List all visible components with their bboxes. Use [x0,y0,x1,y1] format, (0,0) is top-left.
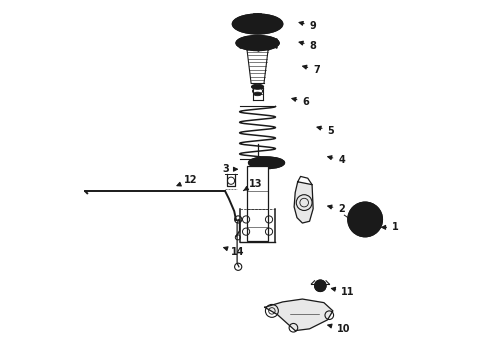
Polygon shape [265,299,333,330]
Text: 10: 10 [328,324,350,334]
Circle shape [348,202,382,237]
Bar [247,166,269,241]
Ellipse shape [236,36,279,50]
Polygon shape [294,182,313,223]
Text: 11: 11 [331,287,355,297]
Text: 7: 7 [303,64,320,75]
Ellipse shape [250,21,265,27]
Text: 2: 2 [328,204,345,215]
Circle shape [315,280,326,292]
Ellipse shape [251,41,264,45]
Ellipse shape [232,14,283,34]
Text: 13: 13 [244,179,262,191]
Text: 9: 9 [299,21,317,31]
Text: 8: 8 [299,41,317,50]
Text: 14: 14 [224,247,244,257]
Text: 3: 3 [222,164,237,174]
Text: 6: 6 [292,97,309,107]
Ellipse shape [248,157,285,168]
Text: 1: 1 [382,222,399,232]
Text: 4: 4 [328,155,345,165]
Ellipse shape [254,92,262,96]
Text: 5: 5 [317,126,334,135]
Ellipse shape [251,84,264,89]
Circle shape [359,214,371,225]
Text: 12: 12 [177,175,197,186]
